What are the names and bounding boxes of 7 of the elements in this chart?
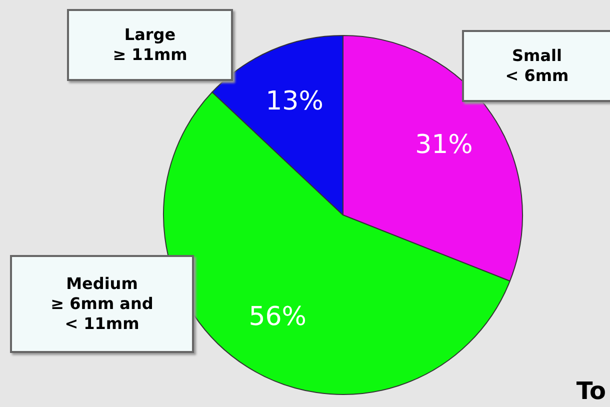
slice-label: Large ≥ 11mm	[67, 9, 233, 81]
data-label: 56%	[248, 302, 306, 332]
slice-label: Medium ≥ 6mm and < 11mm	[10, 255, 194, 353]
slice-label: Small < 6mm	[462, 30, 610, 102]
data-label: 13%	[266, 86, 324, 117]
data-label: 31%	[415, 130, 473, 160]
text: To	[576, 377, 606, 405]
